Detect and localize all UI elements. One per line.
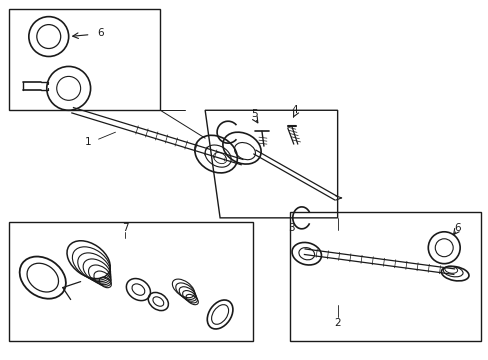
- Text: 6: 6: [453, 223, 460, 233]
- Text: 4: 4: [291, 105, 298, 115]
- Bar: [289, 212, 480, 341]
- Bar: [9, 222, 252, 341]
- Text: 7: 7: [122, 223, 128, 233]
- Text: 1: 1: [85, 137, 92, 147]
- Text: 6: 6: [97, 28, 103, 37]
- Bar: [9, 9, 160, 110]
- Text: 3: 3: [288, 223, 295, 233]
- Text: 2: 2: [334, 319, 340, 328]
- Text: 5: 5: [251, 109, 258, 119]
